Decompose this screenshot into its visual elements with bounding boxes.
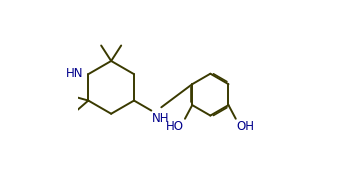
Text: HO: HO — [166, 120, 184, 133]
Text: OH: OH — [237, 120, 255, 133]
Text: HN: HN — [66, 67, 84, 80]
Text: NH: NH — [152, 112, 170, 125]
